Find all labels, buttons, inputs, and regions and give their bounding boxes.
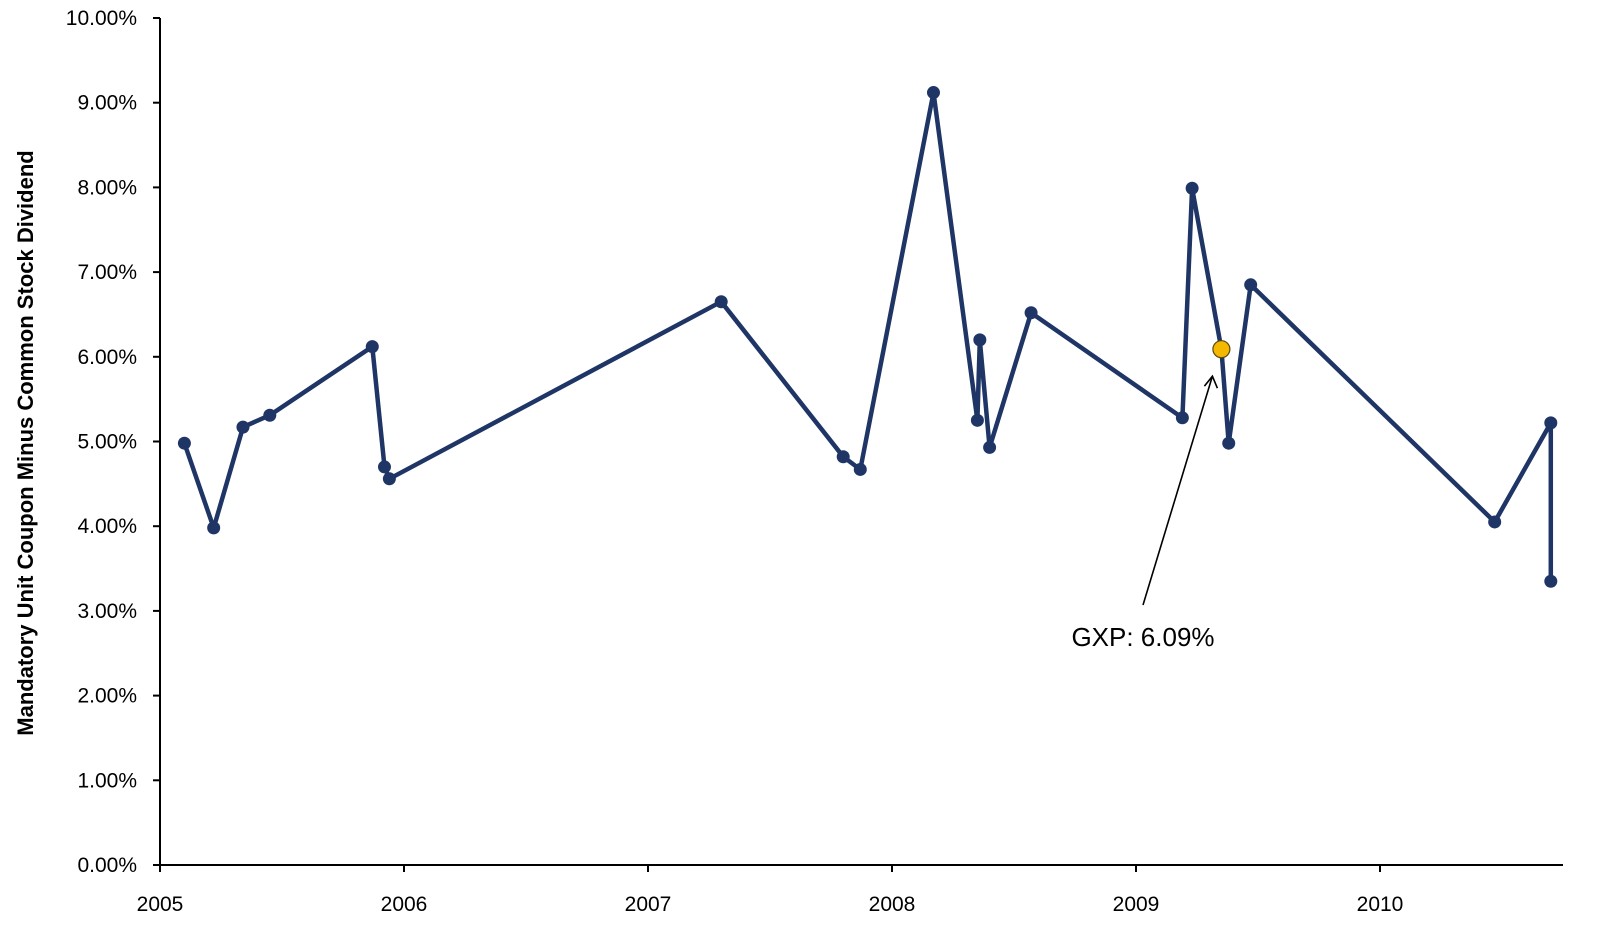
y-tick-label: 5.00%	[77, 431, 137, 454]
x-tick-label: 2006	[381, 893, 428, 916]
x-tick-label: 2009	[1113, 893, 1160, 916]
data-point	[1488, 515, 1502, 529]
highlight-point	[1212, 340, 1231, 359]
data-point	[1185, 181, 1199, 195]
data-point	[836, 450, 850, 464]
data-point	[382, 472, 396, 486]
data-point	[177, 436, 191, 450]
y-axis-title: Mandatory Unit Coupon Minus Common Stock…	[13, 150, 38, 735]
annotation-leader-line	[1142, 375, 1214, 606]
y-tick-label: 8.00%	[77, 176, 137, 199]
x-tick-label: 2005	[137, 893, 184, 916]
y-tick-label: 9.00%	[77, 92, 137, 115]
axes	[153, 17, 1563, 872]
data-point	[263, 408, 277, 422]
data-point	[1544, 574, 1558, 588]
y-tick-label: 3.00%	[77, 600, 137, 623]
tick-labels: 0.00% 1.00% 2.00% 3.00% 4.00% 5.00% 6.00% 7.00%…	[66, 7, 1404, 916]
data-point	[207, 521, 221, 535]
data-point	[926, 86, 940, 100]
annotation-arrowhead	[1203, 374, 1219, 389]
data-point	[1175, 411, 1189, 425]
data-point	[970, 413, 984, 427]
y-tick-label: 7.00%	[77, 261, 137, 284]
x-tick-label: 2007	[625, 893, 672, 916]
x-tick-label: 2010	[1357, 893, 1404, 916]
series-line	[182, 90, 1554, 582]
data-point	[377, 460, 391, 474]
data-point	[714, 295, 728, 309]
data-point	[1244, 278, 1258, 292]
data-point	[236, 420, 250, 434]
data-series	[177, 86, 1558, 588]
y-tick-label: 4.00%	[77, 515, 137, 538]
y-tick-label: 6.00%	[77, 346, 137, 369]
data-point	[983, 440, 997, 454]
y-tick-label: 1.00%	[77, 769, 137, 792]
annotation: GXP: 6.09%	[1071, 340, 1231, 652]
x-tick-label: 2008	[869, 893, 916, 916]
data-point	[853, 462, 867, 476]
y-tick-label: 2.00%	[77, 685, 137, 708]
data-point	[1024, 306, 1038, 320]
data-point	[1222, 436, 1236, 450]
y-tick-label: 10.00%	[66, 7, 137, 30]
y-tick-label: 0.00%	[77, 854, 137, 877]
annotation-label: GXP: 6.09%	[1071, 622, 1214, 652]
data-point	[973, 333, 987, 347]
data-point	[1544, 416, 1558, 430]
data-point	[365, 340, 379, 354]
